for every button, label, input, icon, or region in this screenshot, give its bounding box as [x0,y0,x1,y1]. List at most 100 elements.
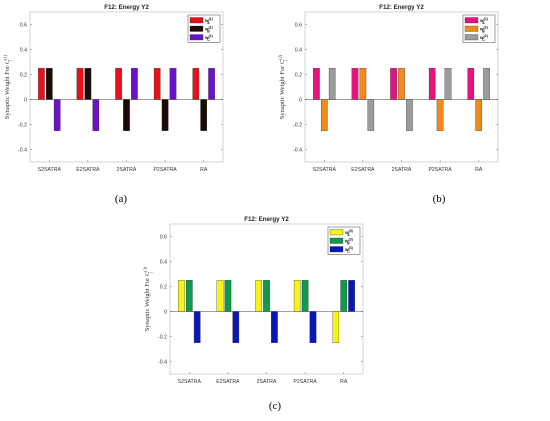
bar [200,99,208,131]
chart-title: F12: Energy Y2 [379,4,424,11]
legend-label-sup: (1) [209,34,213,38]
bar [131,68,138,100]
bar [293,280,301,312]
chart-svg: F12: Energy Y2 -0.4 -0.2 0 0.2 0.4 0.6 Synaptic… [278,4,499,173]
x-tick-label: E2SATRA [351,167,375,173]
y-tick-label: -0.4 [18,147,27,153]
legend-swatch [189,34,204,41]
y-axis-label-sup: (2) [278,54,283,59]
y-tick-label: -0.2 [293,122,302,128]
x-tick-label: E2SATRA [76,167,100,173]
bar [428,68,436,100]
bar [351,68,359,100]
y-tick-label: 0.4 [20,47,27,53]
bar [46,68,53,100]
caption-c: (c) [268,400,282,412]
bar [123,99,130,131]
legend-swatch [189,25,204,32]
legend-label-sub: A [207,21,210,25]
bar [321,99,328,131]
y-axis-label-sub: j [8,60,13,62]
y-tick-label: 0 [24,97,27,103]
y-tick-label: 0 [164,309,167,315]
legend-label-sub: A [482,21,485,25]
bar [38,68,45,100]
x-tick-label: P2SATRA [293,379,317,385]
legend-label-sup: (2) [484,26,488,30]
bar [53,99,61,131]
y-axis-label-sup: (1) [3,54,8,59]
bar [193,311,201,343]
y-tick-label: 0.2 [20,72,27,78]
bar [367,99,375,131]
legend-label: w(1) C [204,34,213,42]
y-tick-label: -0.4 [158,359,167,365]
y-tick-label: -0.2 [158,334,167,340]
legend-swatch [189,17,204,24]
caption-b: (b) [432,193,446,205]
bar [208,68,215,100]
legend-label-sub: B [207,30,210,34]
bar [467,68,475,100]
legend-label-sup: (1) [209,17,213,21]
chart-svg: F12: Energy Y2 -0.4 -0.2 0 0.2 0.4 0.6 Synaptic… [3,4,224,173]
bar [475,99,483,131]
x-tick-label: S2SATRA [313,167,337,173]
legend-label-sub: C [482,38,485,42]
bar [92,99,100,131]
chart-a: F12: Energy Y2 -0.4 -0.2 0 0.2 0.4 0.6 Synaptic… [0,0,250,190]
x-tick-label: E2SATRA [216,379,240,385]
x-tick-label: S2SATRA [178,379,202,385]
legend-swatch [329,237,344,244]
chart-c: F12: Energy Y2 -0.4 -0.2 0 0.2 0.4 0.6 Synaptic… [140,212,390,402]
bar [178,280,185,312]
bar [444,68,452,100]
chart-title: F12: Energy Y2 [104,4,149,11]
legend-label-sub: C [207,38,210,42]
legend-label: w(2) B [479,26,488,34]
x-tick-label: 2SATRA [117,167,137,173]
bar [340,280,348,312]
y-tick-label: 0.2 [295,72,302,78]
legend-label-sup: (2) [484,34,488,38]
y-axis-label-sup: (3) [143,266,148,271]
y-tick-label: 0.6 [295,22,302,28]
bar [186,280,193,312]
legend-label-sub: C [347,250,350,254]
y-tick-label: 0.6 [160,234,167,240]
bar [263,280,270,312]
x-tick-label: S2SATRA [38,167,62,173]
y-tick-label: 0.4 [295,47,302,53]
bar [348,280,355,312]
x-tick-label: RA [200,167,208,173]
bar [224,280,232,312]
legend-label: w(2) A [479,17,488,25]
bar [332,311,340,343]
chart-title: F12: Energy Y2 [244,216,289,223]
chart-b: F12: Energy Y2 -0.4 -0.2 0 0.2 0.4 0.6 Synaptic… [275,0,525,190]
bar [301,280,309,312]
x-tick-label: RA [340,379,348,385]
bar [398,68,405,100]
bar [313,68,320,100]
y-tick-label: 0.4 [160,259,167,265]
x-tick-label: P2SATRA [153,167,177,173]
x-tick-label: 2SATRA [257,379,277,385]
y-tick-label: 0 [299,97,302,103]
y-tick-label: 0.2 [160,284,167,290]
legend-swatch [464,34,479,41]
y-tick-label: 0.6 [20,22,27,28]
bar [328,68,336,100]
bar [153,68,161,100]
bar [169,68,177,100]
legend-label-sub: B [482,30,485,34]
legend-label: w(1) A [204,17,213,25]
bar [84,68,92,100]
x-tick-label: P2SATRA [428,167,452,173]
y-axis-label: Synaptic Weight For C(1)j [3,54,13,119]
x-tick-label: 2SATRA [392,167,412,173]
y-axis-label-sub: j [283,60,288,62]
y-axis-label: Synaptic Weight For C(3)j [143,266,153,331]
y-axis-label: Synaptic Weight For C(2)j [278,54,288,119]
legend-label-sup: (2) [484,17,488,21]
